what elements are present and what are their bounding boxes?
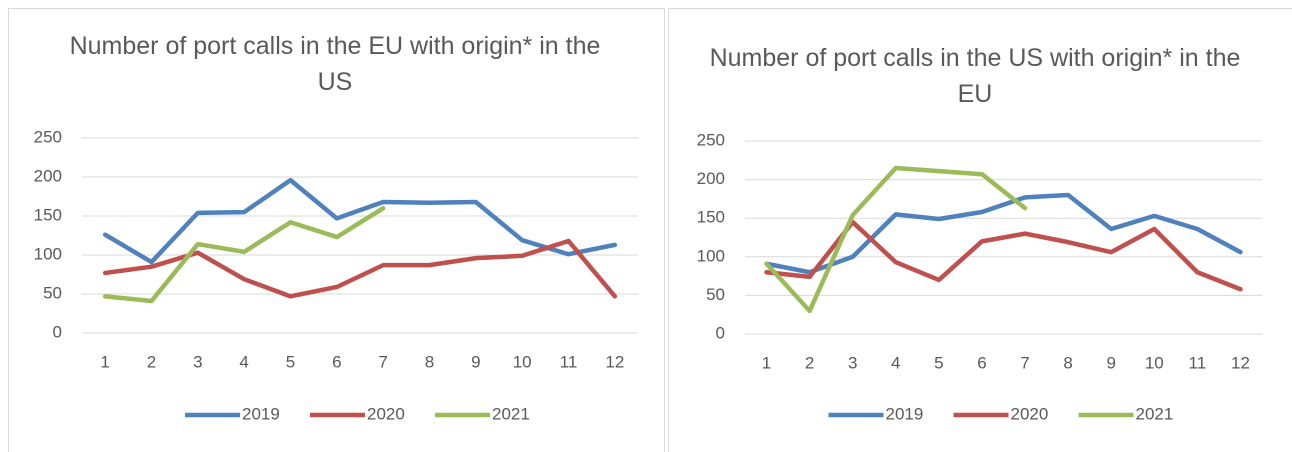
x-tick-label: 4 (239, 352, 248, 371)
y-tick-label: 100 (697, 246, 725, 265)
x-tick-label: 5 (286, 352, 295, 371)
x-tick-label: 6 (977, 353, 986, 372)
x-tick-label: 9 (1106, 353, 1115, 372)
y-tick-label: 50 (706, 285, 725, 304)
x-tick-label: 7 (1020, 353, 1029, 372)
y-tick-label: 250 (697, 130, 725, 149)
x-tick-label: 10 (1145, 353, 1164, 372)
panel-border (668, 8, 1292, 452)
x-tick-label: 8 (425, 352, 434, 371)
y-tick-label: 0 (53, 322, 62, 341)
x-tick-label: 11 (560, 352, 578, 371)
legend-label: 2021 (1136, 404, 1174, 423)
y-tick-label: 100 (34, 244, 62, 263)
chart-title: Number of port calls in the EU with orig… (69, 32, 601, 96)
x-tick-label: 1 (100, 352, 109, 371)
series-line (764, 165, 1028, 314)
x-tick-label: 5 (934, 353, 943, 372)
legend-label: 2020 (367, 404, 405, 423)
chart-title: Number of port calls in the US with orig… (709, 44, 1241, 108)
legend-label: 2021 (492, 404, 530, 423)
series-line (102, 238, 618, 299)
x-tick-label: 9 (471, 352, 480, 371)
x-tick-label: 10 (513, 352, 532, 371)
panel-border (8, 8, 665, 452)
series-line (102, 205, 386, 304)
x-tick-label: 2 (805, 353, 814, 372)
legend-label: 2019 (242, 404, 280, 423)
series-line (102, 177, 618, 265)
y-tick-label: 200 (697, 169, 725, 188)
x-tick-label: 3 (193, 352, 202, 371)
y-tick-label: 150 (697, 208, 725, 227)
y-tick-label: 150 (34, 205, 62, 224)
x-tick-label: 3 (848, 353, 857, 372)
y-tick-label: 50 (43, 283, 62, 302)
y-tick-label: 0 (716, 323, 725, 342)
x-tick-label: 12 (605, 352, 624, 371)
x-tick-label: 2 (147, 352, 156, 371)
x-tick-label: 12 (1231, 353, 1250, 372)
legend-label: 2020 (1011, 404, 1049, 423)
x-tick-label: 4 (891, 353, 900, 372)
y-tick-label: 250 (34, 127, 62, 146)
series-line (764, 219, 1243, 292)
x-tick-label: 7 (378, 352, 387, 371)
x-tick-label: 1 (762, 353, 771, 372)
y-tick-label: 200 (34, 166, 62, 185)
x-tick-label: 11 (1189, 353, 1207, 372)
x-tick-label: 8 (1063, 353, 1072, 372)
legend-label: 2019 (886, 404, 924, 423)
x-tick-label: 6 (332, 352, 341, 371)
series-line (764, 192, 1243, 275)
